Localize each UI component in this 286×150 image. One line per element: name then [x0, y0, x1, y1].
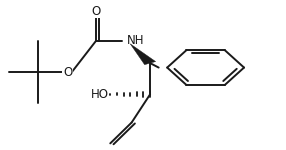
Text: HO: HO [91, 88, 109, 101]
Polygon shape [130, 44, 156, 65]
Text: O: O [92, 5, 101, 18]
Text: O: O [63, 66, 72, 79]
Text: NH: NH [127, 34, 145, 47]
